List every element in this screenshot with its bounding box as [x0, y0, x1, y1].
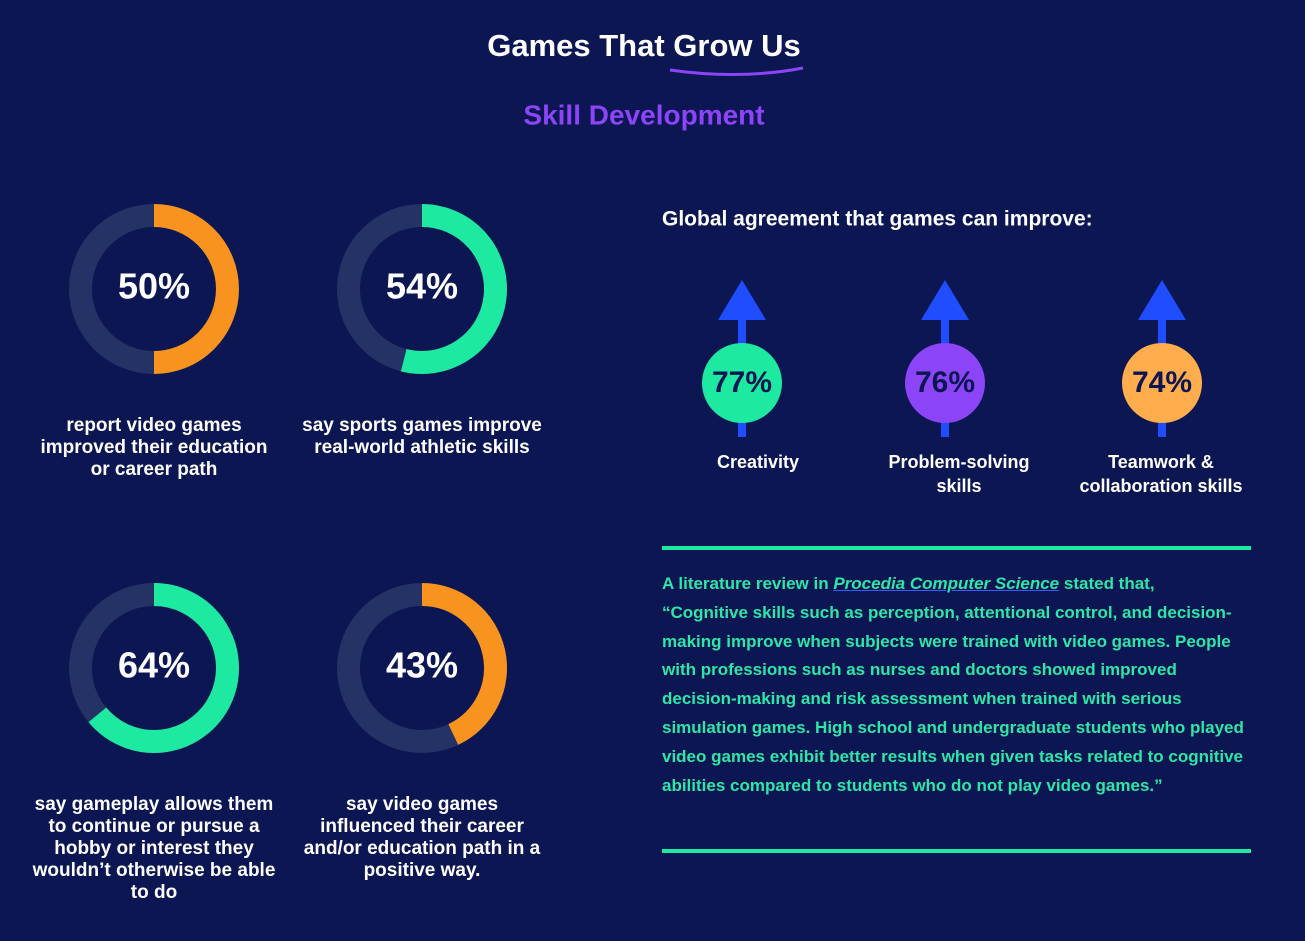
- donut-caption: say video games influenced their career …: [303, 794, 541, 881]
- stat-circle: [1122, 343, 1202, 423]
- improvements-title: Global agreement that games can improve:: [662, 208, 1093, 231]
- stat-name: Creativity: [716, 452, 800, 472]
- quote-text: “Cognitive skills such as perception, at…: [662, 602, 1244, 795]
- stat-name: Problem-solving skills: [888, 452, 1030, 496]
- donut-label: 43%: [386, 645, 458, 686]
- title-underline: [669, 66, 804, 77]
- donut-arc: [400, 204, 507, 374]
- arrow-head: [718, 280, 766, 320]
- title: Games That Grow Us: [487, 28, 801, 63]
- stat-circle: [905, 343, 985, 423]
- arrow-head: [1138, 280, 1186, 320]
- stat-circle: [702, 343, 782, 423]
- title-start: Games That: [487, 28, 664, 63]
- donut-caption: report video games improved their educat…: [40, 415, 268, 480]
- subtitle: Skill Development: [523, 99, 764, 130]
- donut-arc: [153, 204, 239, 374]
- arrow-head: [921, 280, 969, 320]
- stat-name: Teamwork & collaboration skills: [1079, 452, 1243, 496]
- donut-arc: [421, 583, 507, 745]
- quote-intro-end: stated that,: [1063, 574, 1155, 593]
- stat-label: 77%: [712, 366, 772, 399]
- stat-label: 76%: [915, 366, 975, 399]
- donut-arc: [88, 583, 239, 753]
- title-end: Grow Us: [673, 28, 800, 63]
- donut-label: 54%: [386, 266, 458, 307]
- donut-label: 50%: [118, 266, 190, 307]
- quote-source[interactable]: Procedia Computer Science: [833, 574, 1060, 593]
- quote-intro: A literature review in: [662, 574, 829, 593]
- stat-label: 74%: [1132, 366, 1192, 399]
- quote: A literature review in Procedia Computer…: [662, 570, 1254, 800]
- donut-label: 64%: [118, 645, 190, 686]
- donut-caption: say gameplay allows them to continue or …: [32, 794, 276, 903]
- donut-caption: say sports games improve real-world athl…: [302, 415, 542, 458]
